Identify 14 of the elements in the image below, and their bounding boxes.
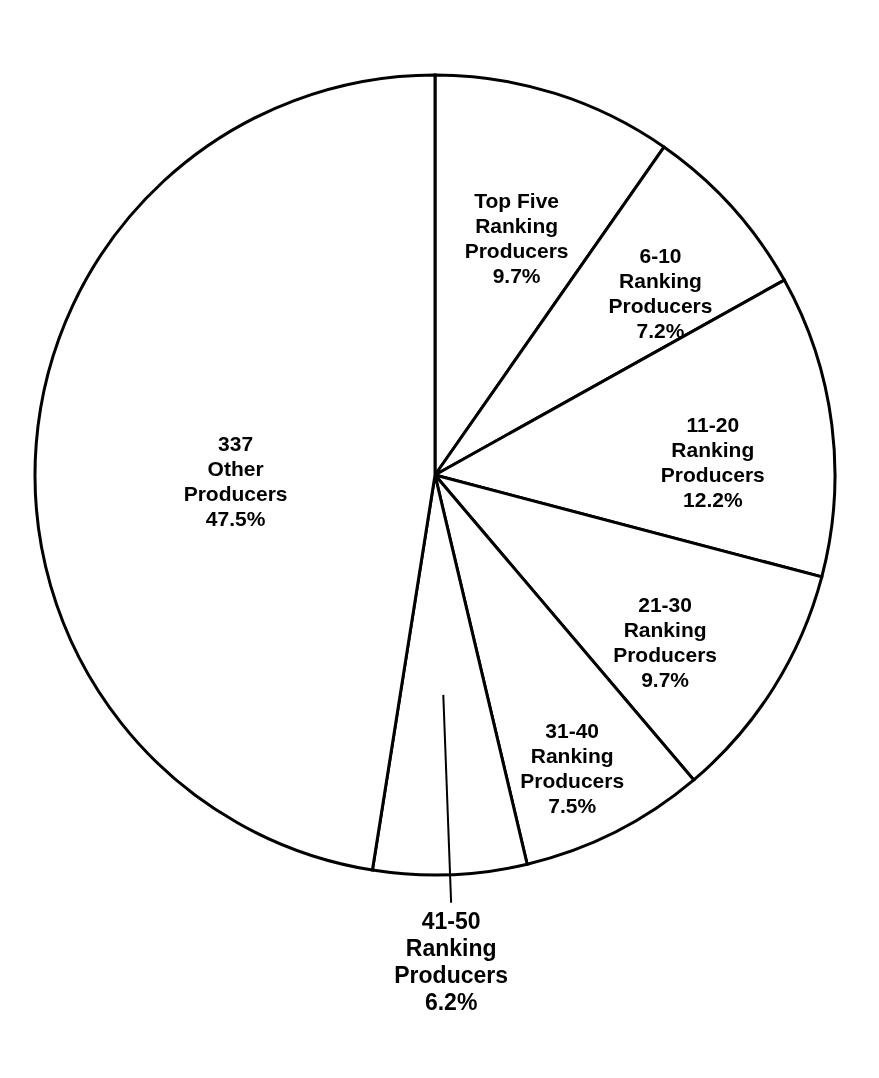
data-label: 47.5% [205, 507, 266, 531]
data-label: 7.2% [636, 319, 685, 343]
slice-label: 41-50 Ranking Producers [394, 907, 509, 988]
data-label: 9.7% [641, 668, 690, 692]
slice-label: Top Five Ranking Producers [464, 188, 569, 262]
data-label: 6.2% [424, 988, 478, 1015]
slice-label: 21-30 Ranking Producers [613, 593, 718, 667]
data-label: 12.2% [683, 487, 743, 511]
slice-label: 31-40 Ranking Producers [520, 719, 625, 793]
data-label: 9.7% [492, 263, 541, 287]
data-label: 7.5% [548, 794, 597, 818]
slice-label: 337 Other Producers [183, 432, 288, 506]
slice-label: 11-20 Ranking Producers [660, 412, 765, 486]
slice-label: 6-10 Ranking Producers [608, 244, 713, 318]
